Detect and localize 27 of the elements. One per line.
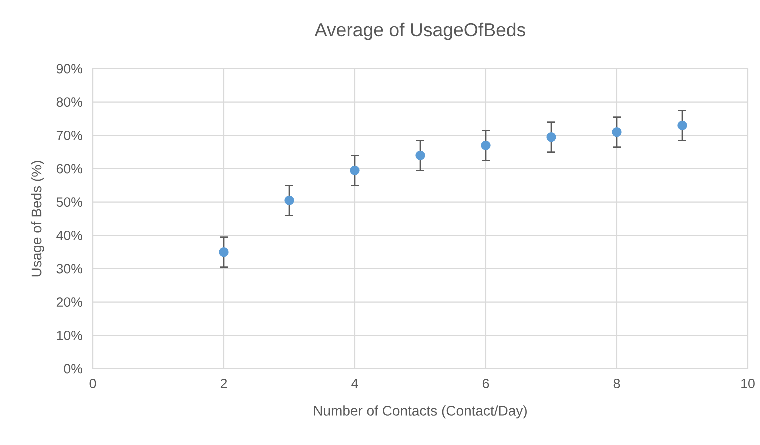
y-tick-label: 90% — [56, 64, 82, 74]
y-axis-title: Usage of Beds (%) — [31, 161, 44, 277]
y-tick-label: 50% — [56, 198, 82, 208]
x-tick-label: 2 — [220, 379, 228, 388]
point — [350, 166, 360, 176]
x-tick-label: 8 — [614, 379, 620, 388]
point — [416, 150, 426, 160]
y-tick-label: 70% — [56, 130, 82, 140]
y-tick-label: 20% — [56, 298, 82, 308]
y-tick-label: 30% — [56, 264, 82, 274]
y-tick-label: 80% — [56, 98, 82, 108]
x-tick-label: 6 — [482, 379, 490, 388]
x-axis-title: Number of Contacts (Contact/Day) — [314, 406, 527, 419]
y-tick-label: 40% — [56, 230, 82, 240]
chart-title: Average of UsageOfBeds — [314, 22, 526, 40]
y-tick-label: 10% — [57, 330, 82, 340]
point — [481, 140, 491, 150]
point — [612, 128, 622, 138]
y-tick-label: 0% — [64, 364, 83, 374]
y-tick-label: 60% — [56, 164, 82, 174]
point — [219, 248, 229, 258]
point — [546, 132, 556, 142]
x-tick-label: 0 — [90, 379, 96, 388]
point — [678, 120, 688, 130]
x-tick-label: 4 — [352, 379, 358, 388]
point — [284, 196, 294, 206]
x-tick-label: 10 — [742, 379, 755, 388]
